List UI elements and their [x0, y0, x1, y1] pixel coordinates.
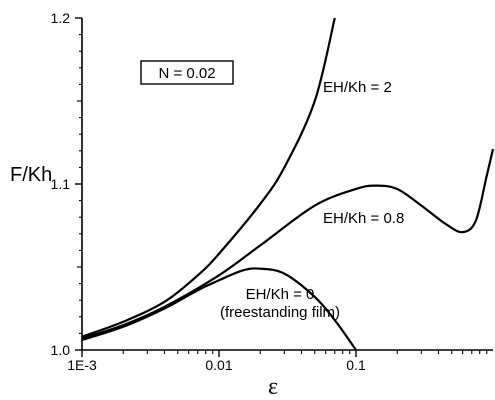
parameter-box: [140, 60, 234, 85]
curves: [81, 17, 495, 351]
x-tick-label: 0.01: [205, 357, 232, 373]
parameter-box-label: N = 0.02: [158, 65, 215, 82]
x-axis-label: ε: [268, 374, 278, 400]
series-label-line: EH/Kh = 0: [246, 286, 315, 303]
labels: F/Kh ε N = 0.02 EH/Kh = 2 EH/Kh = 0.8 EH…: [10, 60, 404, 400]
y-axis-label: F/Kh: [10, 164, 52, 186]
y-tick-label: 1.0: [51, 342, 71, 358]
x-tick-label: 1E-3: [67, 357, 97, 373]
y-tick-label: 1.1: [51, 176, 71, 192]
series-line-eh-kh-0-8: [81, 148, 495, 340]
series-label-eh-kh-0-8: EH/Kh = 0.8: [323, 210, 404, 227]
series-line-eh-kh-2: [81, 17, 336, 338]
series-label-eh-kh-0: EH/Kh = 0 (freestanding film): [220, 286, 340, 321]
x-tick-label: 0.1: [346, 357, 366, 373]
y-tick-label: 1.2: [51, 10, 71, 26]
series-line-eh-kh-0: [81, 267, 357, 351]
series-label-sub: (freestanding film): [220, 304, 340, 321]
series-label-eh-kh-2: EH/Kh = 2: [323, 79, 392, 96]
ticks: 1E-3 0.01 0.1 1.0 1.1 1.2: [51, 10, 488, 373]
